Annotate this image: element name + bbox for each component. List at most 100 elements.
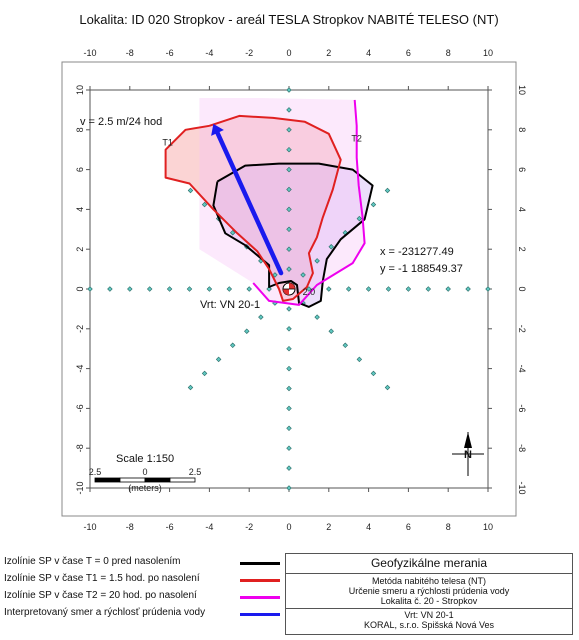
scale-title: Scale 1:150 bbox=[116, 453, 174, 465]
y-tick-label-right: -6 bbox=[517, 404, 527, 412]
measurement-point bbox=[286, 465, 292, 471]
info-line2: Určenie smeru a rýchlosti prúdenia vody bbox=[348, 586, 510, 596]
measurement-point bbox=[365, 286, 372, 292]
measurement-point bbox=[187, 384, 194, 391]
measurement-point bbox=[485, 286, 491, 292]
y-tick-label-left: 4 bbox=[75, 207, 85, 212]
y-tick-label-left: -2 bbox=[75, 325, 85, 333]
isoline-t2 bbox=[252, 99, 366, 306]
measurement-point bbox=[286, 87, 292, 93]
measurement-point bbox=[201, 370, 208, 377]
x-tick-label-top: -10 bbox=[83, 48, 96, 58]
measurement-point bbox=[246, 286, 252, 292]
measurement-point bbox=[314, 314, 320, 320]
measurement-point bbox=[286, 186, 292, 193]
x-tick-label-bottom: -2 bbox=[245, 522, 253, 532]
legend-label: Interpretovaný smer a rýchlosť prúdenia … bbox=[4, 607, 206, 618]
measurement-point bbox=[286, 127, 292, 133]
x-tick-label-top: -4 bbox=[205, 48, 213, 58]
isoline-labels: T1 T2 2.0 bbox=[162, 134, 362, 297]
isolines bbox=[164, 99, 374, 308]
flow-arrow-head bbox=[211, 123, 224, 136]
x-tick-label-bottom: -4 bbox=[205, 522, 213, 532]
measurement-point bbox=[425, 286, 432, 292]
y-tick-label-right: 4 bbox=[517, 207, 527, 212]
scale-bar: Scale 1:150 2.5 0 2.5 (meters) bbox=[89, 453, 202, 493]
chart-title: Lokalita: ID 020 Stropkov - areál TESLA … bbox=[79, 12, 498, 27]
x-tick-label-top: 0 bbox=[286, 48, 291, 58]
legend-row: Izolínie SP v čase T2 = 20 hod. po nasol… bbox=[4, 590, 280, 604]
measurement-point bbox=[286, 326, 292, 332]
measurement-point bbox=[445, 286, 451, 292]
x-tick-label-bottom: 4 bbox=[366, 522, 371, 532]
measurement-point bbox=[146, 286, 153, 292]
x-tick-label-bottom: 10 bbox=[483, 522, 493, 532]
y-tick-label-left: 6 bbox=[75, 167, 85, 172]
isoline-t0 bbox=[212, 162, 374, 308]
measurement-point bbox=[286, 485, 292, 491]
y-tick-label-left: -6 bbox=[75, 404, 85, 412]
anomaly-fill-t2 bbox=[199, 98, 365, 305]
scale-unit: (meters) bbox=[128, 483, 162, 493]
measurement-point bbox=[405, 286, 412, 292]
y-tick-label-right: 6 bbox=[517, 167, 527, 172]
measurement-point bbox=[465, 286, 471, 292]
legend-label: Izolínie SP v čase T1 = 1.5 hod. po naso… bbox=[4, 573, 200, 584]
measurement-point bbox=[384, 384, 391, 391]
measurement-point bbox=[286, 107, 292, 113]
measurement-point bbox=[370, 370, 377, 377]
measurement-point bbox=[187, 187, 194, 194]
y-tick-label-right: 10 bbox=[517, 85, 527, 95]
anomaly-fill-t0 bbox=[213, 163, 373, 307]
scale-tick: 0 bbox=[142, 467, 147, 477]
isoline-label: T2 bbox=[351, 134, 362, 144]
legend-row: Interpretovaný smer a rýchlosť prúdenia … bbox=[4, 607, 280, 621]
y-tick-label-left: 0 bbox=[75, 286, 85, 291]
y-tick-label-left: -4 bbox=[75, 365, 85, 373]
legend-swatch bbox=[240, 596, 280, 599]
legend-swatch bbox=[240, 613, 280, 616]
y-tick-label-right: 2 bbox=[517, 247, 527, 252]
measurement-point bbox=[286, 306, 292, 312]
measurement-point bbox=[229, 229, 236, 236]
measurement-point bbox=[384, 187, 391, 194]
measurement-point bbox=[127, 286, 133, 292]
well-marker-q1 bbox=[289, 283, 295, 289]
measurement-point bbox=[328, 328, 334, 334]
measurement-point bbox=[258, 314, 264, 320]
scale-tick: 2.5 bbox=[89, 467, 102, 477]
measurement-point bbox=[107, 286, 113, 292]
measurement-point bbox=[286, 405, 292, 412]
north-pointer bbox=[464, 432, 472, 448]
x-tick-label-top: 4 bbox=[366, 48, 371, 58]
x-tick-label-bottom: -10 bbox=[83, 522, 96, 532]
scale-tick: 2.5 bbox=[189, 467, 202, 477]
measurement-point bbox=[356, 215, 363, 222]
y-tick-label-left: 8 bbox=[75, 127, 85, 132]
measurement-point bbox=[186, 286, 193, 292]
isoline-label: T1 bbox=[162, 138, 173, 148]
measurement-point bbox=[342, 342, 349, 349]
velocity-label: v = 2.5 m/24 hod bbox=[80, 116, 162, 128]
x-tick-label-bottom: -6 bbox=[166, 522, 174, 532]
y-tick-label-left: -10 bbox=[75, 481, 85, 494]
north-arrow-icon: N bbox=[452, 432, 484, 476]
info-heading: Geofyzikálne merania bbox=[286, 554, 572, 574]
measurement-point bbox=[345, 286, 352, 292]
legend-row: Izolínie SP v čase T1 = 1.5 hod. po naso… bbox=[4, 573, 280, 587]
measurement-point bbox=[229, 342, 236, 349]
measurement-point bbox=[326, 286, 332, 292]
x-tick-label-top: 8 bbox=[446, 48, 451, 58]
measurement-point bbox=[286, 266, 292, 272]
x-tick-label-bottom: 0 bbox=[286, 522, 291, 532]
outer-frame bbox=[61, 61, 517, 517]
measurement-point bbox=[306, 286, 312, 292]
info-box: Geofyzikálne merania Metóda nabitého tel… bbox=[285, 553, 573, 635]
y-tick-label-left: -8 bbox=[75, 444, 85, 452]
legend-swatch bbox=[240, 579, 280, 582]
x-tick-label-top: 10 bbox=[483, 48, 493, 58]
well-marker-q3 bbox=[283, 289, 289, 295]
scale-segment bbox=[119, 477, 146, 483]
measurement-point bbox=[215, 356, 222, 363]
